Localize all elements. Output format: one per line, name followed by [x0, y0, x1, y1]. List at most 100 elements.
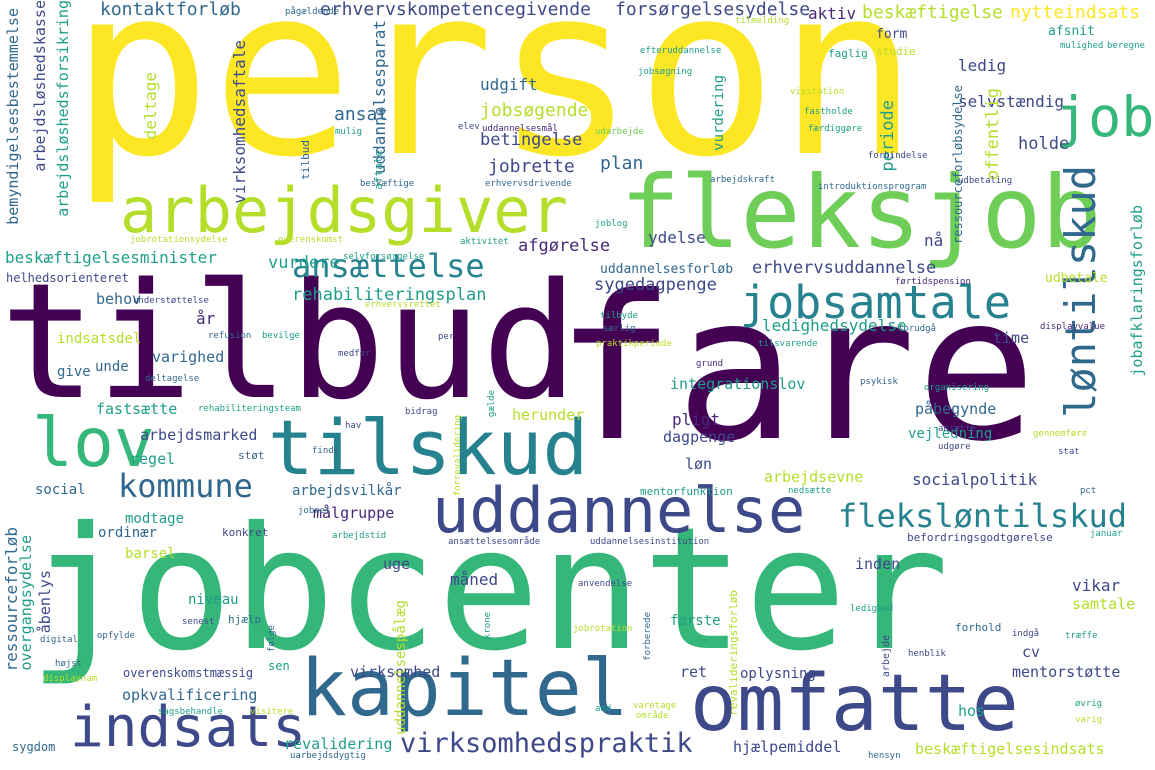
word: deltage — [141, 72, 160, 140]
word: uddannelsesinstitution — [590, 537, 710, 547]
word: afsnit — [1048, 24, 1095, 39]
word: selvstændig — [958, 92, 1064, 111]
word: påbegynde — [915, 400, 997, 418]
word: dagpenge — [663, 428, 736, 446]
word: herunder — [512, 406, 585, 424]
word: øvrig — [1075, 699, 1103, 709]
word: arbejdsløshedsforsikring — [54, 0, 72, 217]
word: joblog — [595, 219, 628, 229]
word: omfatte — [690, 659, 1019, 749]
word: nytteindsats — [1010, 2, 1141, 23]
word: fleksløntilskud — [838, 497, 1127, 535]
word: førtidspension — [895, 277, 971, 287]
word: krone — [483, 612, 493, 640]
word: medfør — [338, 349, 371, 359]
word: revalideringsforløb — [727, 590, 740, 716]
word: januar — [1090, 529, 1123, 539]
word: forberede — [643, 612, 653, 661]
word: varighed — [152, 348, 225, 366]
word: tilbud — [299, 140, 312, 180]
word: fastholde — [804, 107, 853, 117]
word: virksomhed — [350, 663, 441, 681]
word: uddannelsespålæg — [393, 600, 409, 735]
word: højst — [55, 659, 83, 669]
word: oplysning — [740, 666, 816, 682]
word: erhvervskompetencegivende — [320, 0, 591, 20]
word: ledig — [958, 56, 1007, 75]
word: mentorfunktion — [640, 485, 733, 498]
word: revalidering — [284, 735, 393, 753]
word: pågældende — [285, 7, 340, 17]
word: visitere — [250, 707, 294, 717]
word: befordringsgodtgørelse — [907, 531, 1053, 544]
word: jobnet — [298, 506, 331, 516]
word: vikar — [1072, 576, 1121, 595]
word: kapitel — [300, 644, 629, 734]
word: gennemføre — [1033, 429, 1088, 439]
word: selvforsørgelse — [343, 252, 425, 262]
word: særlig — [603, 324, 636, 334]
word: ydelse — [648, 228, 706, 247]
word: område — [636, 711, 669, 721]
word: betingelse — [480, 130, 583, 150]
word: jobcenter — [28, 491, 950, 689]
word: ret — [680, 663, 708, 681]
word: digital — [40, 635, 78, 645]
word: mentorstøtte — [1012, 663, 1121, 681]
word: erhvervsuddannelse — [752, 258, 937, 278]
word: ledighedsydelse — [762, 316, 907, 335]
word: behov — [96, 290, 142, 308]
word: forbindelse — [868, 151, 928, 161]
word: konkret — [222, 526, 269, 539]
word: gælde — [487, 390, 497, 418]
word: finde — [312, 446, 340, 456]
word: vurdering — [711, 75, 727, 151]
word: tilskud — [268, 403, 589, 492]
word: varetage — [633, 701, 677, 711]
word: offentlig — [983, 88, 1003, 181]
word: anvendelse — [578, 579, 633, 589]
word: mulig — [335, 127, 363, 137]
word: udarbejde — [595, 127, 644, 137]
word: hjælp — [228, 613, 262, 626]
word: understøttelse — [133, 296, 209, 306]
word: udgift — [480, 75, 538, 94]
word: psykisk — [860, 377, 898, 387]
word: varig — [1075, 715, 1103, 725]
word: følge — [267, 625, 277, 653]
word: forsørgelsesydelse — [615, 0, 811, 20]
word: unde — [95, 359, 129, 375]
word: vejledning — [908, 426, 993, 442]
word: jobrette — [488, 156, 575, 177]
word: træffe — [1065, 631, 1098, 641]
word: efteruddannelse — [640, 46, 722, 56]
word: social — [35, 482, 86, 498]
word: nedsætte — [788, 486, 832, 496]
word: forhold — [955, 621, 1002, 634]
word: regel — [130, 450, 176, 468]
word: opfylde — [97, 631, 135, 641]
word: form — [876, 27, 908, 42]
word: første — [670, 613, 721, 629]
word: arbejdskraft — [710, 175, 776, 185]
word: kommune — [118, 467, 253, 505]
word: bevilge — [262, 331, 300, 341]
word: sen — [268, 659, 290, 673]
word: rehabiliteringsplan — [292, 285, 487, 305]
word: forrevalidering — [453, 415, 463, 497]
word: sygedagpenge — [594, 275, 717, 295]
word: sagsbehandle — [158, 707, 224, 717]
word: ressourceforløbsydelse — [951, 85, 965, 244]
word: job — [1055, 85, 1155, 149]
word: tilbyde — [600, 311, 638, 321]
word: færdiggøre — [808, 124, 863, 134]
word: arbejdsevne — [764, 468, 864, 486]
word: visitation — [790, 87, 845, 97]
word: socialpolitik — [912, 470, 1038, 489]
word: indsats — [70, 695, 307, 760]
word: beskæftigelse — [862, 2, 1003, 23]
word: kontaktforløb — [100, 0, 241, 20]
word: uddannelse — [432, 474, 806, 547]
word: niveau — [188, 592, 239, 608]
